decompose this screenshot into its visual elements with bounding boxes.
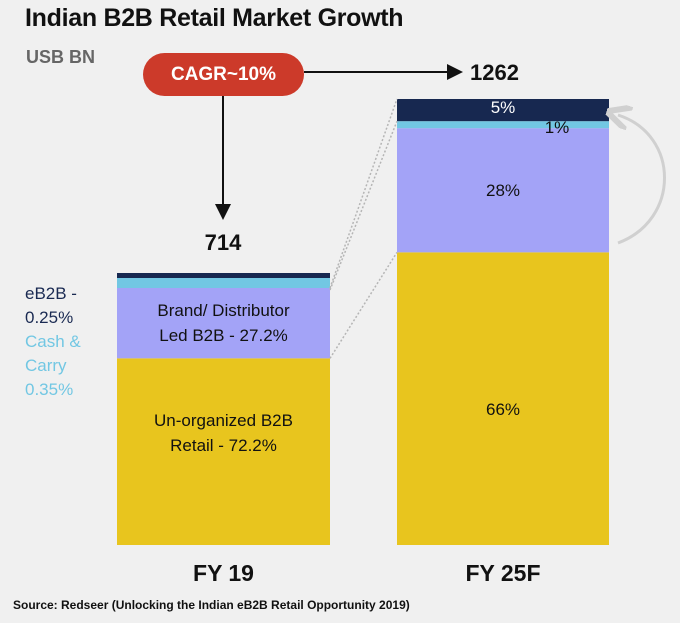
bar-segment-brand-distributor-led-b2b-fy25f <box>397 128 609 253</box>
source-note: Source: Redseer (Unlocking the Indian eB… <box>13 598 410 612</box>
connector-line <box>329 251 398 359</box>
unit-label: USB BN <box>26 47 96 67</box>
bar-segment-un-organized-b2b-retail-fy19 <box>117 358 330 545</box>
side-note-cash-carry: Cash & Carry 0.35% <box>25 332 81 399</box>
growth-curve-arrow <box>618 115 666 245</box>
data-label-eb2b-fy25f: 5% <box>490 98 516 117</box>
total-label-fy19: 714 <box>204 230 242 255</box>
bar-segment-brand-distributor-led-b2b-fy19 <box>117 288 330 359</box>
chart-title: Indian B2B Retail Market Growth <box>25 4 404 32</box>
x-tick-fy19: FY 19 <box>193 560 254 586</box>
data-label-un-organized-b2b-retail-fy19: Un-organized B2B Retail - 72.2% <box>154 411 293 456</box>
connector-line <box>329 120 398 291</box>
bar-segment-un-organized-b2b-retail-fy25f <box>397 252 609 546</box>
data-label-brand-distributor-led-b2b-fy25f: 28% <box>485 180 521 200</box>
total-label-fy25f: 1262 <box>470 60 519 85</box>
data-label-cash-carry-fy25f: 1% <box>544 118 570 138</box>
bar-segment-cash-carry-fy25f <box>397 121 609 129</box>
data-label-brand-distributor-led-b2b-fy19: Brand/ Distributor Led B2B - 27.2% <box>157 301 290 346</box>
data-label-un-organized-b2b-retail-fy25f: 66% <box>485 400 521 420</box>
cagr-badge: CAGR~10% <box>143 53 304 96</box>
connector-line <box>329 98 398 289</box>
x-tick-fy25f: FY 25F <box>465 560 541 586</box>
side-note-eb2b: eB2B - 0.25% <box>25 284 77 327</box>
bar-segment-eb2b-fy19 <box>117 273 330 278</box>
bar-segment-cash-carry-fy19 <box>117 278 330 288</box>
bar-segment-eb2b-fy25f <box>397 99 609 122</box>
